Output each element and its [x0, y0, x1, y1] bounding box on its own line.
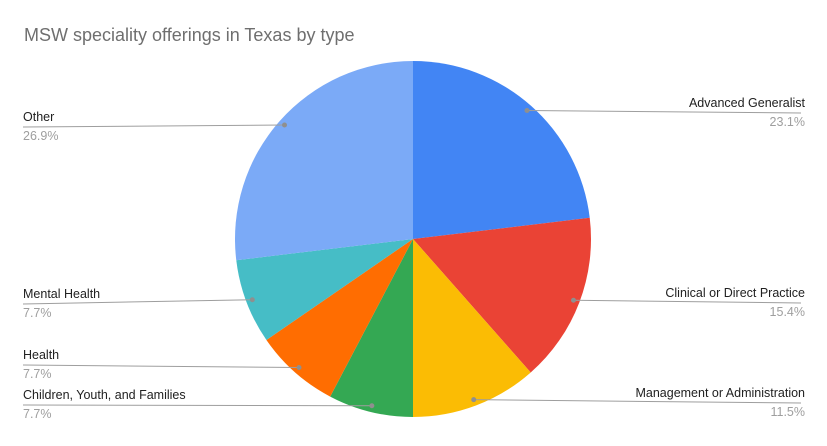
- pie-slice-children-youth-and-families[interactable]: [330, 239, 413, 417]
- slice-label: Advanced Generalist: [688, 96, 805, 110]
- pie-slice-management-or-administration[interactable]: [413, 239, 531, 417]
- leader-line-clinical-or-direct-practice: [573, 299, 802, 304]
- leader-line-management-or-administration: [473, 399, 802, 404]
- leader-dot-health: [296, 364, 302, 370]
- slice-label: Clinical or Direct Practice: [665, 286, 805, 300]
- slice-percentage: 11.5%: [770, 405, 805, 419]
- leader-dot-management-or-administration: [471, 397, 477, 403]
- pie-slice-other[interactable]: [235, 61, 413, 261]
- slice-percentage: 26.9%: [23, 129, 59, 143]
- slice-percentage: 7.7%: [23, 306, 52, 320]
- callout-advanced-generalist: Advanced Generalist 23.1%: [689, 96, 805, 130]
- slice-percentage: 7.7%: [23, 367, 52, 381]
- pie-slice-clinical-or-direct-practice[interactable]: [413, 217, 591, 373]
- callout-health: Health 7.7%: [23, 348, 59, 382]
- callout-other: Other 26.9%: [23, 110, 58, 144]
- callout-management-or-administration: Management or Administration 11.5%: [635, 386, 805, 420]
- callout-mental-health: Mental Health 7.7%: [23, 287, 100, 321]
- leader-dot-clinical-or-direct-practice: [570, 297, 576, 303]
- leader-lines: [22, 110, 802, 407]
- slice-label: Children, Youth, and Families: [23, 388, 186, 402]
- pie-slice-health[interactable]: [266, 239, 413, 397]
- slice-percentage: 7.7%: [23, 407, 52, 421]
- pie-slice-mental-health[interactable]: [236, 239, 413, 340]
- leader-dots: [249, 108, 576, 409]
- chart-title: MSW speciality offerings in Texas by typ…: [24, 25, 355, 45]
- slice-label: Management or Administration: [635, 386, 805, 400]
- leader-dot-mental-health: [249, 297, 255, 303]
- leader-line-children-youth-and-families: [22, 404, 372, 407]
- slice-label: Mental Health: [23, 287, 101, 301]
- pie-slices: [235, 61, 591, 417]
- leader-dot-advanced-generalist: [524, 108, 530, 114]
- leader-line-mental-health: [22, 299, 253, 305]
- slice-percentage: 15.4%: [769, 305, 805, 319]
- leader-line-other: [22, 124, 285, 128]
- leader-line-advanced-generalist: [526, 110, 802, 114]
- leader-line-health: [22, 364, 300, 368]
- slice-label: Health: [23, 348, 60, 362]
- leader-dot-children-youth-and-families: [369, 403, 375, 409]
- slice-label: Other: [23, 110, 55, 124]
- callout-children-youth-and-families: Children, Youth, and Families 7.7%: [23, 388, 186, 422]
- pie-slice-advanced-generalist[interactable]: [413, 61, 590, 239]
- slice-percentage: 23.1%: [769, 115, 805, 129]
- leader-dot-other: [282, 122, 288, 128]
- callout-clinical-or-direct-practice: Clinical or Direct Practice 15.4%: [665, 286, 805, 320]
